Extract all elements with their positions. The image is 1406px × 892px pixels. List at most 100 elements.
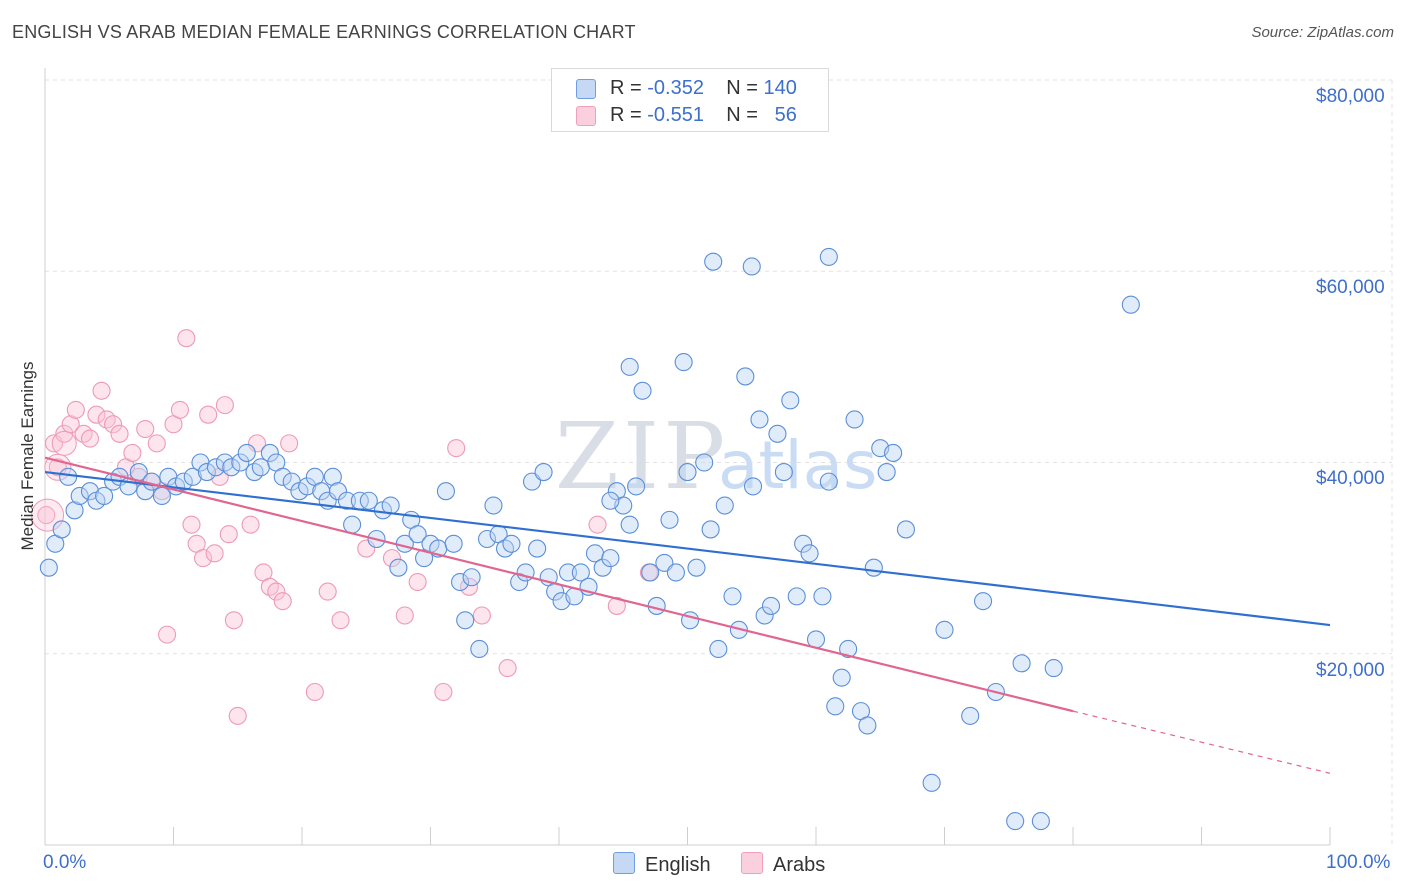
legend-arabs-n-label: N = — [726, 104, 764, 126]
english-point-133 — [742, 257, 761, 276]
arabs-point-48 — [434, 682, 453, 702]
legend-arabs-n-value: 56 — [774, 104, 797, 126]
english-point-83 — [627, 477, 646, 496]
trend-lines — [44, 456, 1331, 774]
english-point-115 — [839, 639, 858, 659]
watermark-zip: ZIP — [555, 403, 729, 510]
arabs-point-47 — [408, 572, 427, 592]
english-point-64 — [502, 534, 521, 553]
y-tick-label-20000: $20,000 — [1316, 660, 1385, 681]
legend-arabs-r-label: R = — [610, 104, 648, 126]
y-tick-label-60000: $60,000 — [1316, 277, 1385, 298]
english-point-84 — [633, 381, 652, 400]
english-point-57 — [456, 611, 475, 630]
arabs-point-20 — [158, 625, 177, 644]
english-point-8 — [95, 486, 114, 506]
english-point-56 — [451, 572, 470, 592]
series-english-points — [39, 247, 1140, 831]
arabs-bubble-2 — [51, 430, 77, 456]
arabs-point-5 — [66, 400, 85, 419]
arabs-point-9 — [92, 381, 111, 400]
english-point-60 — [477, 529, 497, 549]
english-point-95 — [709, 639, 728, 659]
arabs-point-46 — [395, 606, 414, 625]
english-point-99 — [736, 367, 755, 386]
english-point-19 — [183, 467, 202, 486]
english-point-79 — [601, 549, 620, 568]
english-point-96 — [715, 496, 734, 515]
english-point-119 — [864, 558, 883, 577]
english-point-22 — [206, 458, 225, 477]
arabs-point-8 — [87, 405, 106, 424]
english-point-108 — [794, 534, 813, 553]
english-point-68 — [528, 539, 547, 558]
arabs-point-43 — [331, 611, 350, 630]
legend-english-n-label: N = — [726, 77, 764, 99]
chart-title: ENGLISH VS ARAB MEDIAN FEMALE EARNINGS C… — [12, 22, 636, 42]
english-point-118 — [858, 716, 877, 735]
english-point-93 — [695, 453, 714, 472]
arabs-point-7 — [80, 429, 100, 448]
arabs-point-45 — [382, 549, 402, 568]
arabs-point-40 — [280, 434, 299, 453]
english-point-2 — [52, 520, 71, 539]
x-tick-label-max: 100.0% — [1326, 852, 1391, 873]
arabs-point-39 — [273, 592, 292, 611]
arabs-point-32 — [224, 611, 243, 630]
english-point-90 — [674, 353, 693, 372]
english-point-24 — [222, 458, 241, 477]
y-axis-label: Median Female Earnings — [18, 361, 37, 551]
arabs-point-28 — [205, 544, 224, 563]
arabs-point-27 — [199, 405, 218, 424]
arabs-point-23 — [177, 329, 196, 348]
english-point-97 — [723, 587, 742, 606]
english-point-116 — [845, 410, 864, 429]
watermark: ZIP atlas — [555, 403, 878, 510]
english-point-100 — [743, 477, 763, 496]
english-point-135 — [1121, 295, 1140, 314]
legend-arabs-r-value: -0.551 — [647, 104, 704, 126]
arabs-point-11 — [104, 415, 123, 434]
english-point-50 — [408, 525, 427, 544]
trend-line-english — [44, 470, 1331, 627]
english-point-73 — [558, 563, 578, 582]
english-point-107 — [787, 587, 806, 606]
english-point-113 — [826, 697, 845, 716]
bottom-legend-swatch-english — [613, 852, 635, 874]
legend-english-r-label: R = — [610, 77, 648, 99]
bottom-legend-label-arabs: Arabs — [773, 854, 826, 876]
bottom-legend-arabs: Arabs — [741, 852, 825, 877]
english-point-55 — [444, 534, 463, 553]
english-point-103 — [761, 596, 781, 615]
english-point-124 — [935, 620, 954, 639]
x-tick-label-min: 0.0% — [43, 852, 87, 873]
english-point-137 — [678, 463, 697, 482]
english-point-38 — [323, 467, 342, 486]
legend-swatch-english — [576, 79, 596, 99]
correlation-legend: R = -0.352 N = 140 R = -0.551 N = 56 — [551, 68, 829, 132]
trend-line-arabs-extension — [1072, 710, 1331, 774]
english-point-131 — [1044, 659, 1063, 678]
english-point-111 — [813, 587, 832, 606]
arabs-point-33 — [228, 706, 247, 725]
english-point-105 — [774, 463, 793, 482]
english-point-29 — [260, 443, 279, 462]
english-point-114 — [832, 668, 851, 687]
arabs-point-41 — [305, 682, 324, 702]
english-point-106 — [781, 391, 800, 410]
english-point-138 — [884, 443, 903, 462]
axes — [44, 68, 1331, 846]
english-point-54 — [436, 482, 455, 501]
english-point-31 — [273, 467, 292, 486]
watermark-atlas: atlas — [718, 427, 878, 504]
english-point-4 — [65, 501, 84, 520]
arabs-point-38 — [267, 582, 286, 601]
arabs-point-14 — [123, 443, 142, 462]
arabs-point-31 — [219, 525, 238, 544]
arabs-point-0 — [37, 506, 56, 525]
bottom-legend-english: English — [613, 852, 711, 877]
english-point-132 — [704, 252, 723, 271]
english-point-125 — [961, 706, 980, 725]
english-point-41 — [343, 515, 362, 534]
